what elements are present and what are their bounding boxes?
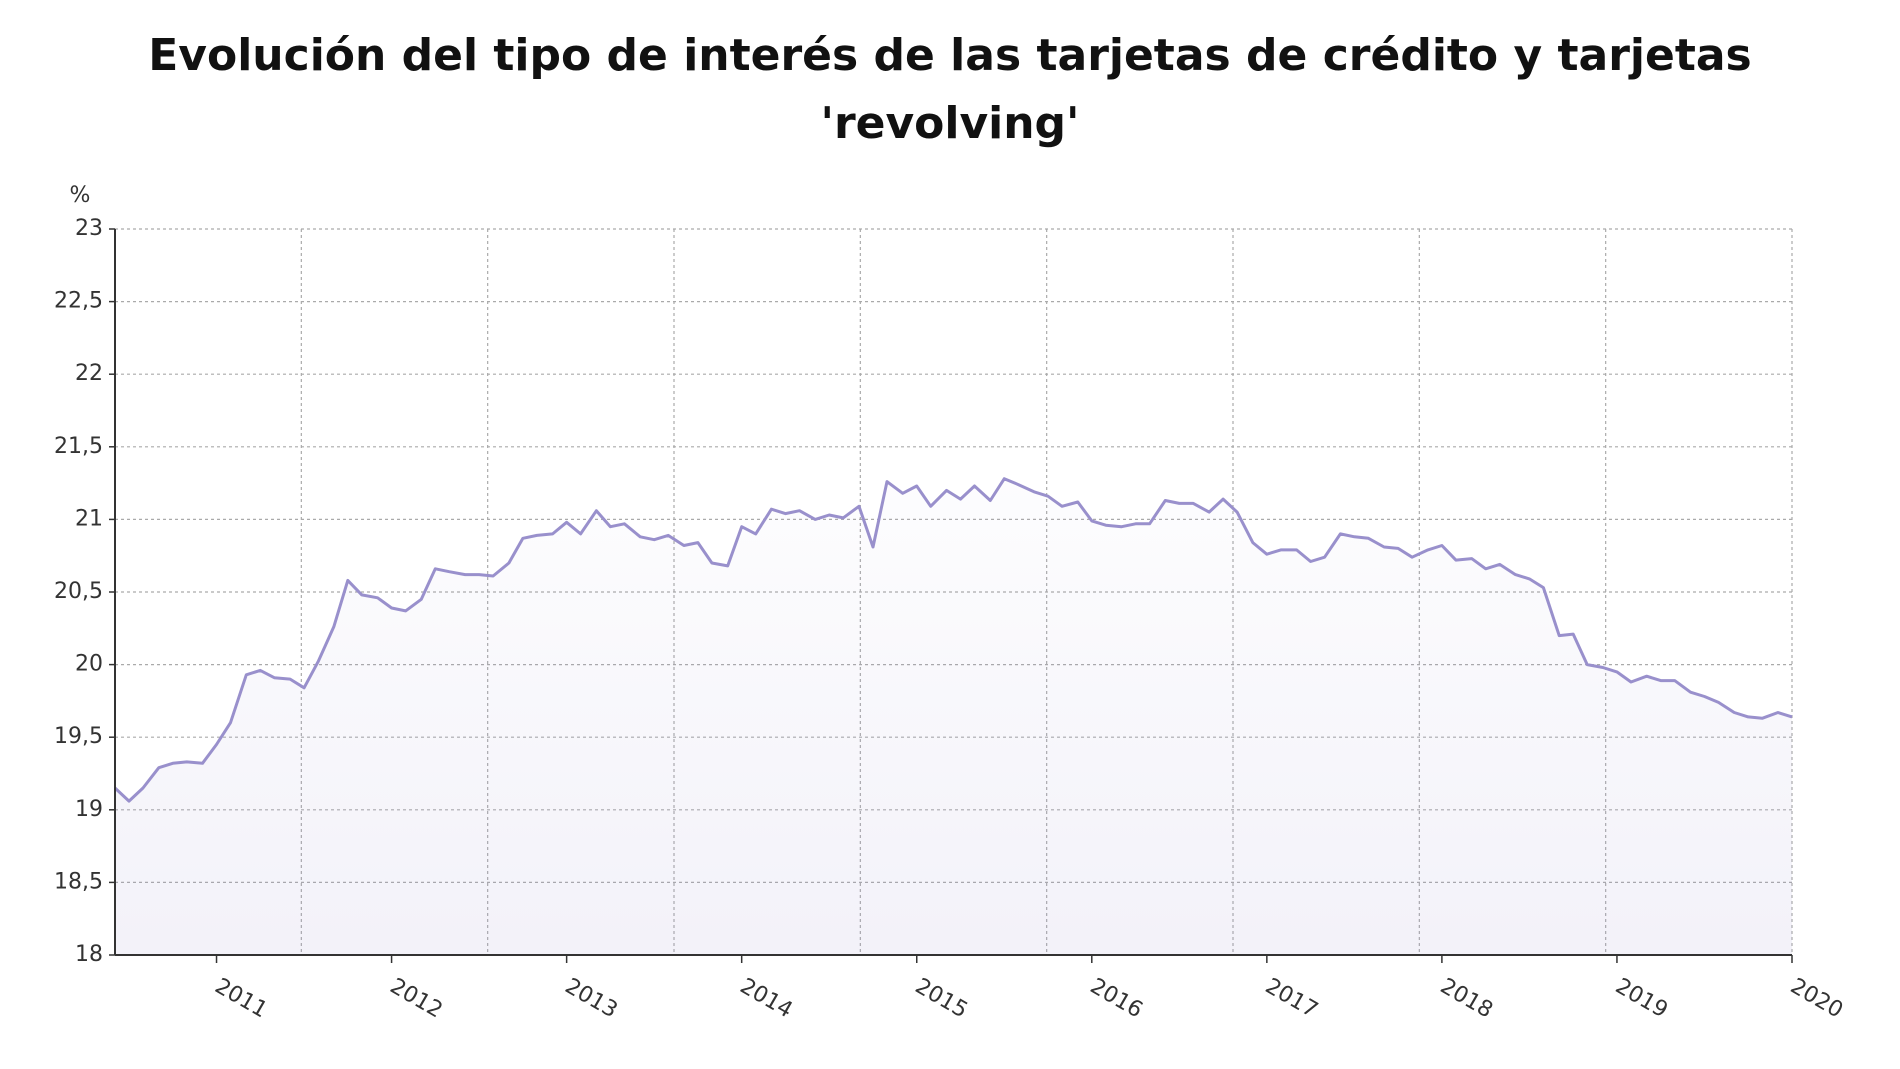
y-tick-label: 18,5 — [54, 869, 103, 894]
y-tick-label: 20,5 — [54, 579, 103, 604]
y-axis-label: % — [70, 183, 91, 208]
y-tick-label: 19,5 — [54, 724, 103, 749]
y-tick-label: 23 — [75, 216, 103, 241]
x-tick-label: 2017 — [1261, 974, 1322, 1024]
x-tick-label: 2014 — [736, 974, 797, 1024]
x-tick-label: 2019 — [1611, 974, 1672, 1024]
area — [115, 478, 1792, 955]
chart-title: Evolución del tipo de interés de las tar… — [148, 30, 1752, 149]
x-tick-label: 2020 — [1786, 974, 1847, 1024]
y-tick-label: 19 — [75, 797, 103, 822]
y-tick-label: 22,5 — [54, 289, 103, 314]
y-tick-label: 22 — [75, 361, 103, 386]
x-tick-label: 2011 — [211, 974, 272, 1024]
x-tick-label: 2018 — [1436, 974, 1497, 1024]
x-tick-label: 2015 — [911, 974, 972, 1024]
line — [113, 477, 1793, 803]
y-tick-label: 18 — [75, 942, 103, 967]
y-tick-label: 21,5 — [54, 434, 103, 459]
y-tick-label: 20 — [75, 652, 103, 677]
x-tick-label: 2013 — [561, 974, 622, 1024]
x-tick-label: 2012 — [386, 974, 447, 1024]
y-tick-label: 21 — [75, 506, 103, 531]
x-tick-label: 2016 — [1086, 974, 1147, 1024]
